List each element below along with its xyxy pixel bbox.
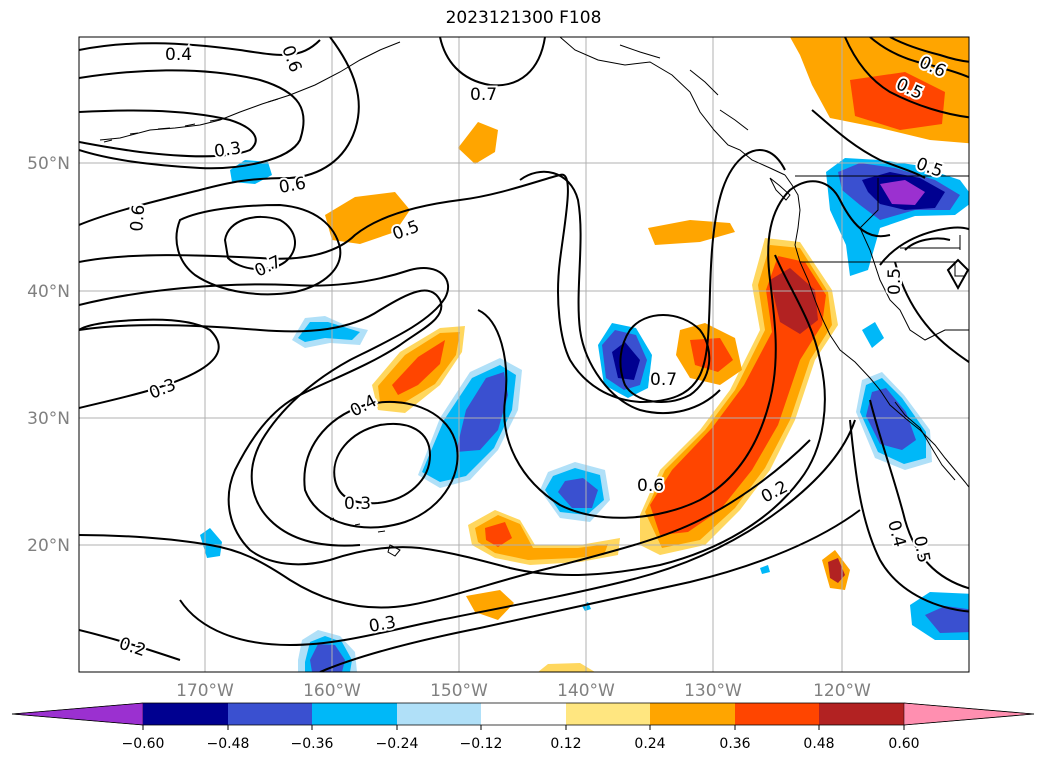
lon-label: 170°W xyxy=(176,681,234,701)
lon-label: 140°W xyxy=(557,681,615,701)
colorbar-tick-label: 0.60 xyxy=(888,736,919,752)
colorbar-tick-label: 0.12 xyxy=(550,736,581,752)
contour-label: 0.4 xyxy=(165,45,192,65)
colorbar: −0.60 −0.48 −0.36 −0.24 −0.12 0.12 0.24 … xyxy=(11,702,1035,752)
colorbar-bin xyxy=(397,703,481,725)
map-area xyxy=(79,37,969,672)
colorbar-bin xyxy=(228,703,312,725)
colorbar-bin xyxy=(481,703,566,725)
colorbar-bin xyxy=(143,703,228,725)
colorbar-tick-label: 0.36 xyxy=(719,736,750,752)
map-frame xyxy=(78,36,970,673)
contour-label: 0.7 xyxy=(650,370,677,390)
contour-label: 0.3 xyxy=(344,494,371,514)
colorbar-extend-high xyxy=(903,702,1035,726)
colorbar-bin xyxy=(735,703,819,725)
colorbar-tick-label: −0.36 xyxy=(291,736,334,752)
contour-label: 0.5 xyxy=(909,534,933,564)
shaded-anomalies xyxy=(200,37,969,672)
contour-lines xyxy=(79,37,969,672)
colorbar-tick-label: −0.24 xyxy=(376,736,419,752)
colorbar-bin xyxy=(312,703,397,725)
colorbar-tick-label: −0.48 xyxy=(207,736,250,752)
contour-label: 0.7 xyxy=(470,85,497,105)
colorbar-tick-label: 0.48 xyxy=(803,736,834,752)
colorbar-bin xyxy=(566,703,650,725)
lat-label: 50°N xyxy=(27,154,70,174)
colorbar-ticks xyxy=(142,725,905,730)
coastlines xyxy=(99,37,969,557)
colorbar-tick-label: −0.12 xyxy=(460,736,503,752)
contour-label: 0.5 xyxy=(885,268,905,295)
lat-label: 30°N xyxy=(27,409,70,429)
colorbar-bin xyxy=(819,703,904,725)
lon-label: 160°W xyxy=(303,681,361,701)
lon-label: 130°W xyxy=(684,681,742,701)
latitude-labels: 50°N 40°N 30°N 20°N xyxy=(27,154,70,556)
colorbar-tick-label: 0.24 xyxy=(634,736,665,752)
lon-label: 120°W xyxy=(813,681,871,701)
lat-label: 20°N xyxy=(27,536,70,556)
contour-label: 0.6 xyxy=(637,476,664,496)
contour-label: 0.3 xyxy=(213,138,243,162)
colorbar-extend-low xyxy=(11,702,144,726)
colorbar-tick-label: −0.60 xyxy=(122,736,165,752)
longitude-labels: 170°W 160°W 150°W 140°W 130°W 120°W xyxy=(176,681,871,701)
map-title: 2023121300 F108 xyxy=(445,8,602,28)
colorbar-bin xyxy=(650,703,735,725)
lat-label: 40°N xyxy=(27,282,70,302)
graticule xyxy=(79,37,969,672)
lon-label: 150°W xyxy=(430,681,488,701)
contour-label: 0.6 xyxy=(127,204,149,233)
